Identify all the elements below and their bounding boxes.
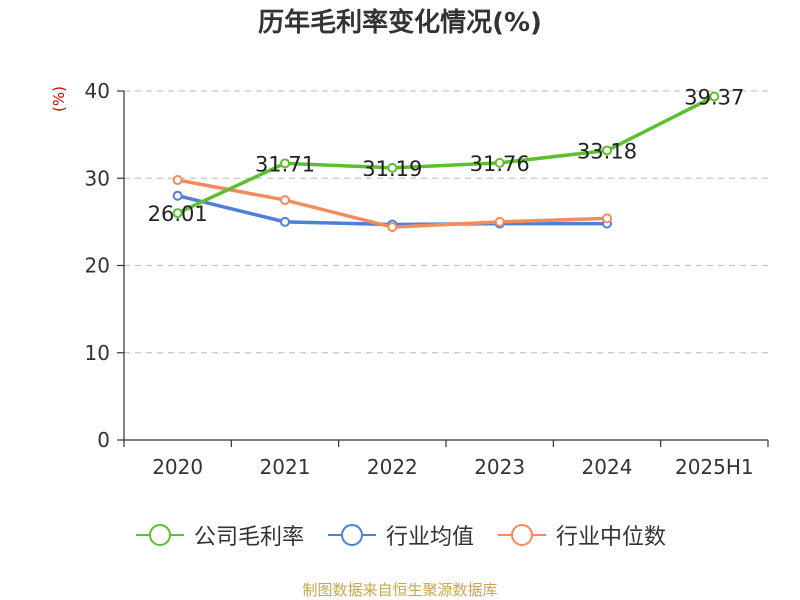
source-note: 制图数据来自恒生聚源数据库	[302, 581, 498, 599]
data-point	[494, 216, 505, 227]
data-point	[172, 174, 183, 185]
x-tick-label: 2023	[474, 455, 525, 479]
legend-label: 行业均值	[385, 525, 474, 550]
data-point	[602, 145, 612, 156]
series-line-0	[176, 94, 716, 215]
data-label: 33.18	[577, 140, 637, 164]
x-tick-label: 2025H1	[675, 455, 754, 479]
data-point	[494, 157, 505, 168]
data-label: 39.37	[684, 85, 744, 109]
data-label: 26.01	[148, 202, 208, 226]
y-tick-label: 10	[85, 341, 110, 365]
y-tick-label: 0	[97, 428, 110, 452]
legend-item[interactable]: 行业中位数	[496, 519, 666, 551]
data-point	[387, 162, 398, 173]
legend-line-marker-icon	[498, 524, 546, 546]
legend-label: 公司毛利率	[193, 525, 304, 550]
legend-line-marker-icon	[327, 524, 376, 546]
x-tick-label: 2022	[367, 455, 418, 479]
legend: 公司毛利率 行业均值 行业中位数	[0, 518, 800, 552]
y-tick-label: 20	[85, 254, 110, 278]
data-point	[387, 222, 398, 233]
x-tick-label: 2020	[152, 455, 203, 479]
data-label: 31.71	[255, 152, 315, 176]
data-label: 31.19	[362, 157, 422, 181]
y-tick-label: 40	[85, 79, 110, 103]
data-point	[602, 213, 612, 224]
chart-title: 历年毛利率变化情况(%)	[258, 8, 542, 38]
x-tick-label: 2024	[582, 455, 633, 479]
legend-item[interactable]: 公司毛利率	[134, 519, 304, 551]
legend-item[interactable]: 行业均值	[326, 519, 474, 551]
data-label: 31.76	[470, 152, 530, 176]
legend-line-marker-icon	[135, 524, 184, 546]
data-point	[280, 195, 290, 206]
data-point	[280, 158, 290, 169]
data-point	[280, 216, 290, 227]
y-tick-label: 30	[85, 166, 110, 190]
data-point	[709, 91, 720, 102]
legend-label: 行业中位数	[556, 525, 667, 550]
data-point	[172, 190, 183, 201]
data-point	[172, 208, 183, 219]
x-tick-label: 2021	[260, 455, 311, 479]
